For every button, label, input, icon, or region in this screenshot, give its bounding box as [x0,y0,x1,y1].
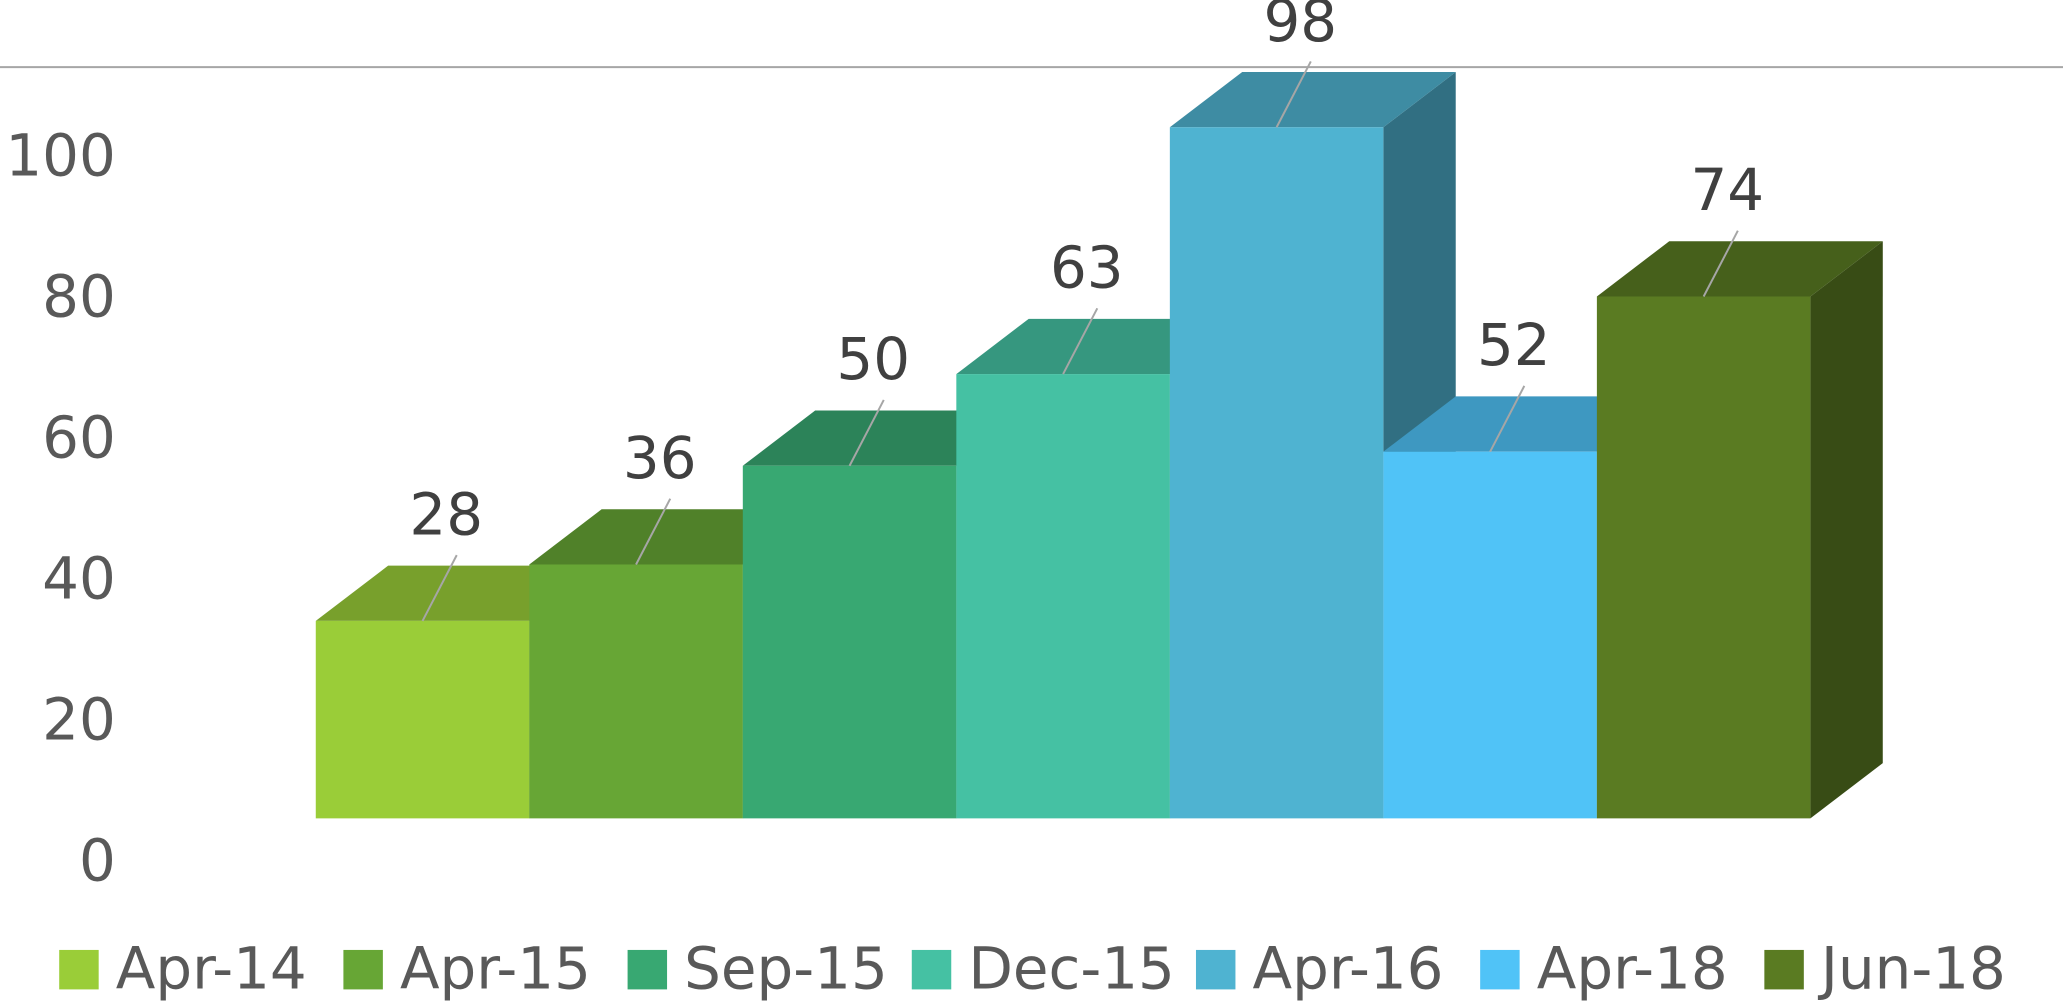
legend-swatch [1764,949,1804,990]
bar-top [1596,241,1883,297]
leader-line [1062,307,1099,375]
legend-label: Apr-14 [116,934,307,1001]
leader-line [1275,61,1312,128]
legend-label: Jun-18 [1818,934,2006,1001]
y-tick-label: 0 [79,827,116,895]
y-tick-label: 80 [42,262,116,330]
y-tick-label: 20 [42,685,116,753]
legend-label: Apr-16 [1253,934,1444,1001]
legend-swatch [59,949,99,990]
bar [1169,127,1384,819]
leader-line [1489,385,1526,453]
leader-line [421,554,458,622]
leader-line [635,498,672,565]
legend-label: Apr-15 [400,934,591,1001]
bar [1596,296,1811,819]
legend-swatch [1195,949,1236,990]
legend-label: Sep-15 [684,934,888,1001]
legend-label: Dec-15 [968,934,1175,1001]
bar [315,620,530,819]
y-tick-label: 60 [42,403,116,471]
data-label: 98 [1263,0,1337,55]
bar [1383,451,1597,819]
bar [529,564,743,819]
data-label: 74 [1690,156,1764,224]
bar-top [1169,71,1456,128]
data-label: 36 [623,424,697,492]
data-label: 52 [1477,311,1551,379]
bar-side [1810,241,1883,819]
legend-swatch [343,949,383,990]
legend-swatch [1480,949,1520,990]
leader-line [1702,230,1739,297]
legend-swatch [627,949,668,990]
data-label: 50 [836,325,910,393]
legend-label: Apr-18 [1537,934,1728,1001]
bar [956,374,1170,819]
leader-line [848,399,885,467]
legend-swatch [911,949,952,990]
data-label: 63 [1050,234,1124,302]
y-tick-label: 100 [5,121,115,189]
data-label: 28 [409,480,483,548]
y-tick-label: 40 [42,544,116,612]
bar [742,465,957,819]
